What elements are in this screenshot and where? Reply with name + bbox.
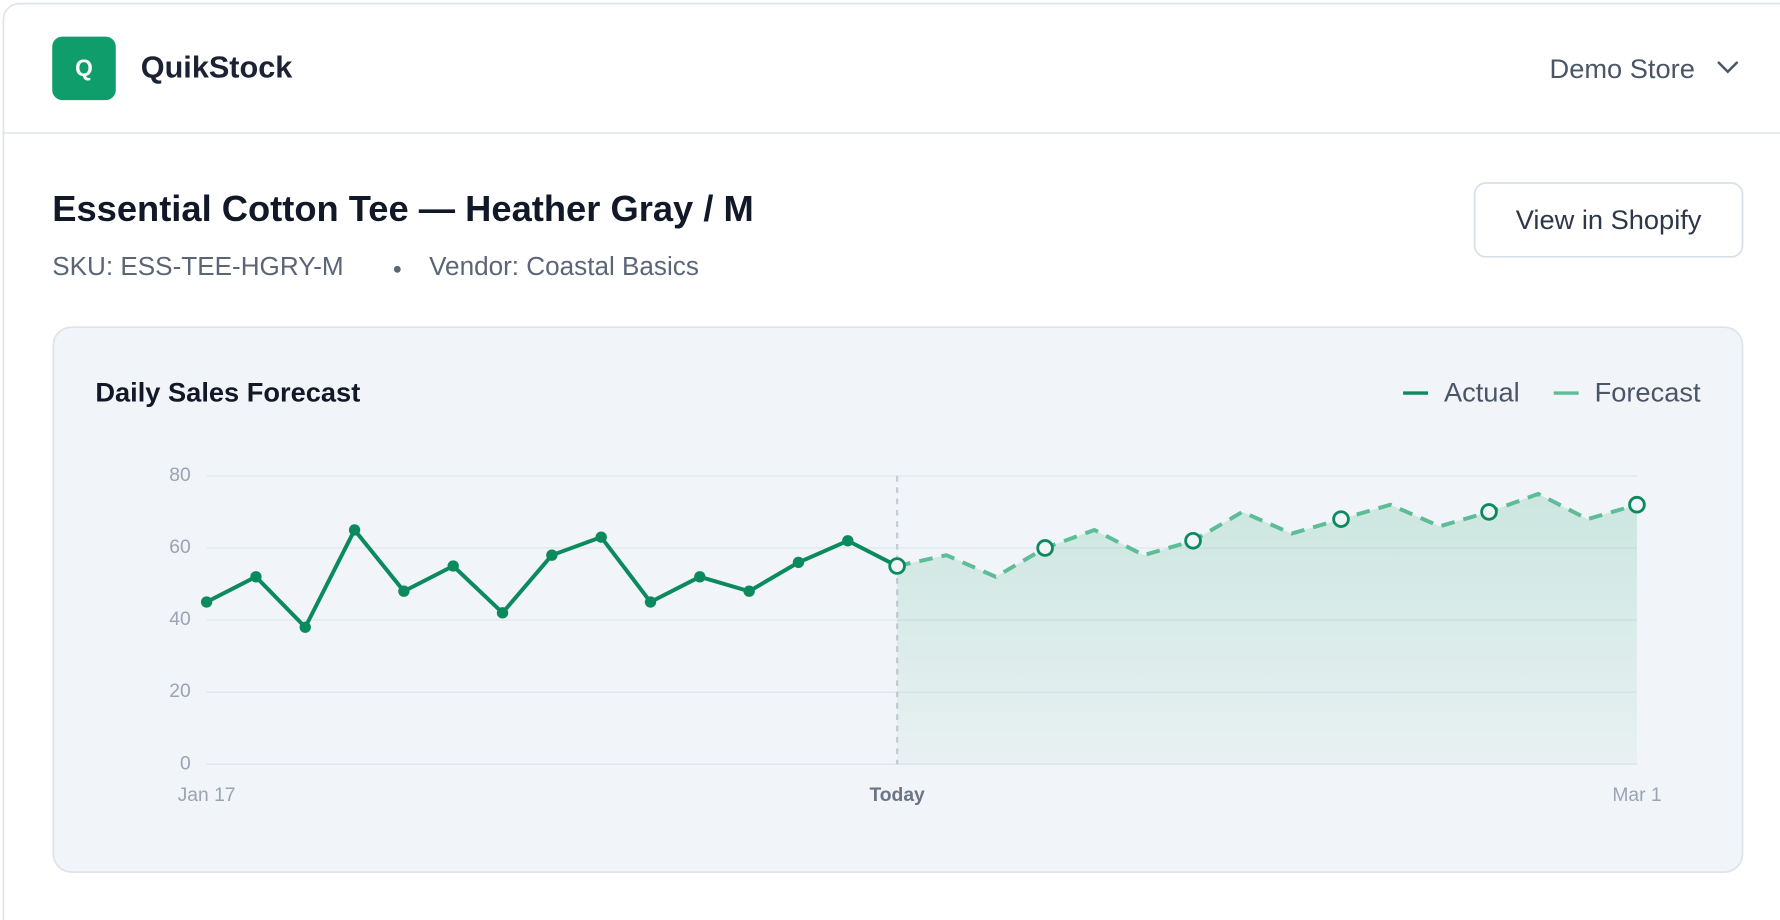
actual-point [250, 571, 262, 583]
actual-point [694, 571, 706, 583]
x-tick-label: Mar 1 [1612, 785, 1661, 806]
product-vendor: Vendor: Coastal Basics [429, 251, 699, 281]
forecast-point [1184, 531, 1202, 550]
y-tick-label: 60 [169, 537, 190, 558]
product-sku: SKU: ESS-TEE-HGRY-M [52, 251, 343, 281]
x-tick-label: Jan 17 [178, 785, 236, 806]
forecast-point [1332, 510, 1350, 528]
actual-point [299, 621, 311, 633]
chevron-icon[interactable] [1717, 61, 1739, 74]
actual-point [200, 596, 213, 608]
actual-point [644, 596, 657, 608]
brand-name: QuikStock [141, 51, 294, 85]
product-title: Essential Cotton Tee — Heather Gray / M [52, 188, 754, 229]
y-tick-label: 40 [169, 609, 190, 630]
actual-point [398, 585, 410, 597]
shopify-button[interactable] [1473, 182, 1744, 258]
logo[interactable] [52, 36, 116, 101]
plot: 0 20 40 60 80 Jan 17 Today Mar 1 Forecast Actual [169, 376, 1701, 806]
actual-point [496, 607, 509, 619]
y-tick-label: 20 [169, 681, 190, 702]
legend-label: Actual [1444, 376, 1520, 407]
y-tick-label: 80 [169, 465, 190, 486]
shopify-button-label[interactable]: View in Shopify [1516, 204, 1702, 235]
x-tick-label: Today [869, 785, 925, 806]
y-tick-label: 0 [180, 753, 191, 774]
forecast-point [1480, 503, 1498, 521]
forecast-point [1628, 495, 1646, 514]
forecast-point [1036, 539, 1054, 557]
actual-point [743, 585, 755, 597]
actual-point [842, 535, 854, 547]
chart-title: Daily Sales Forecast [95, 376, 360, 407]
logo-letter: Q [75, 54, 93, 80]
separator-dot [393, 265, 401, 273]
forecast-area [897, 493, 1637, 765]
legend-label: Forecast [1595, 376, 1701, 407]
series-line [896, 491, 1638, 579]
actual-point [447, 560, 459, 572]
actual-point [792, 556, 805, 569]
actual-point [348, 524, 361, 536]
actual-point [546, 549, 558, 561]
store-selector[interactable]: Demo Store [1550, 53, 1695, 84]
actual-point [595, 531, 607, 543]
forecast-point [888, 557, 906, 575]
